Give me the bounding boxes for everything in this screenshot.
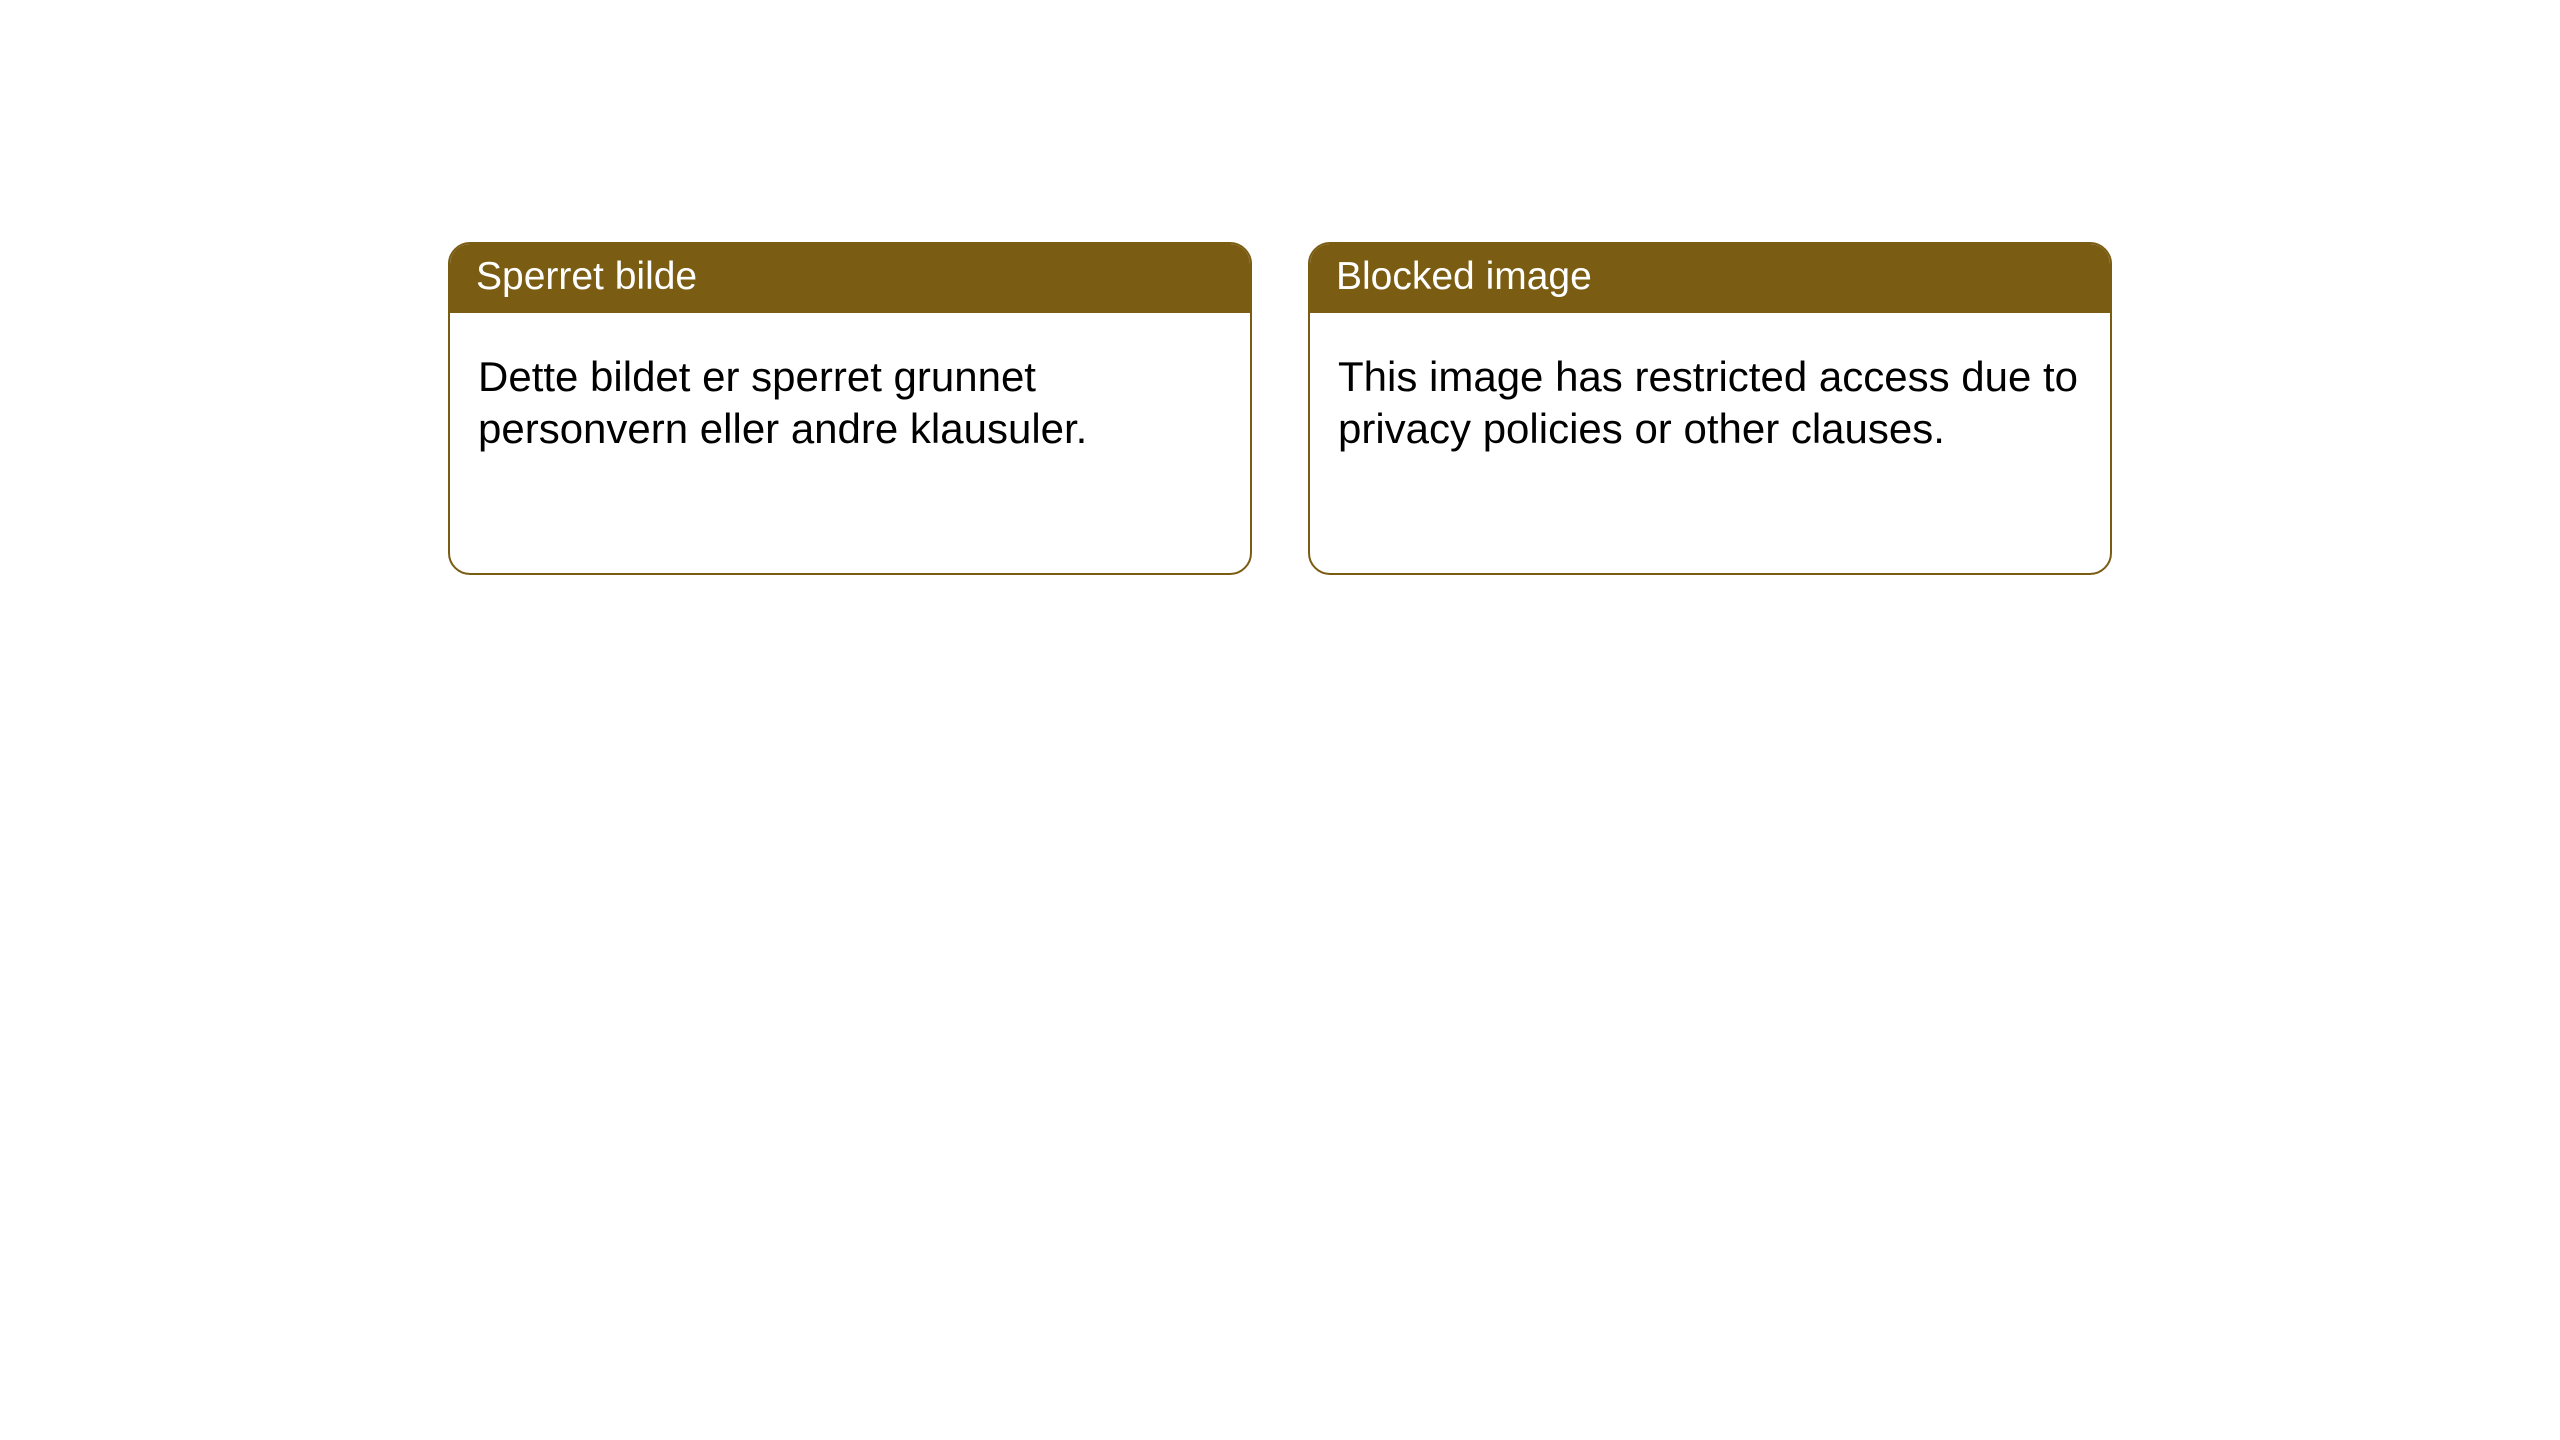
notice-header: Sperret bilde [450,244,1250,313]
notice-card-norwegian: Sperret bilde Dette bildet er sperret gr… [448,242,1252,575]
notices-container: Sperret bilde Dette bildet er sperret gr… [0,0,2560,575]
notice-header: Blocked image [1310,244,2110,313]
notice-body: Dette bildet er sperret grunnet personve… [450,313,1250,483]
notice-body: This image has restricted access due to … [1310,313,2110,483]
notice-card-english: Blocked image This image has restricted … [1308,242,2112,575]
